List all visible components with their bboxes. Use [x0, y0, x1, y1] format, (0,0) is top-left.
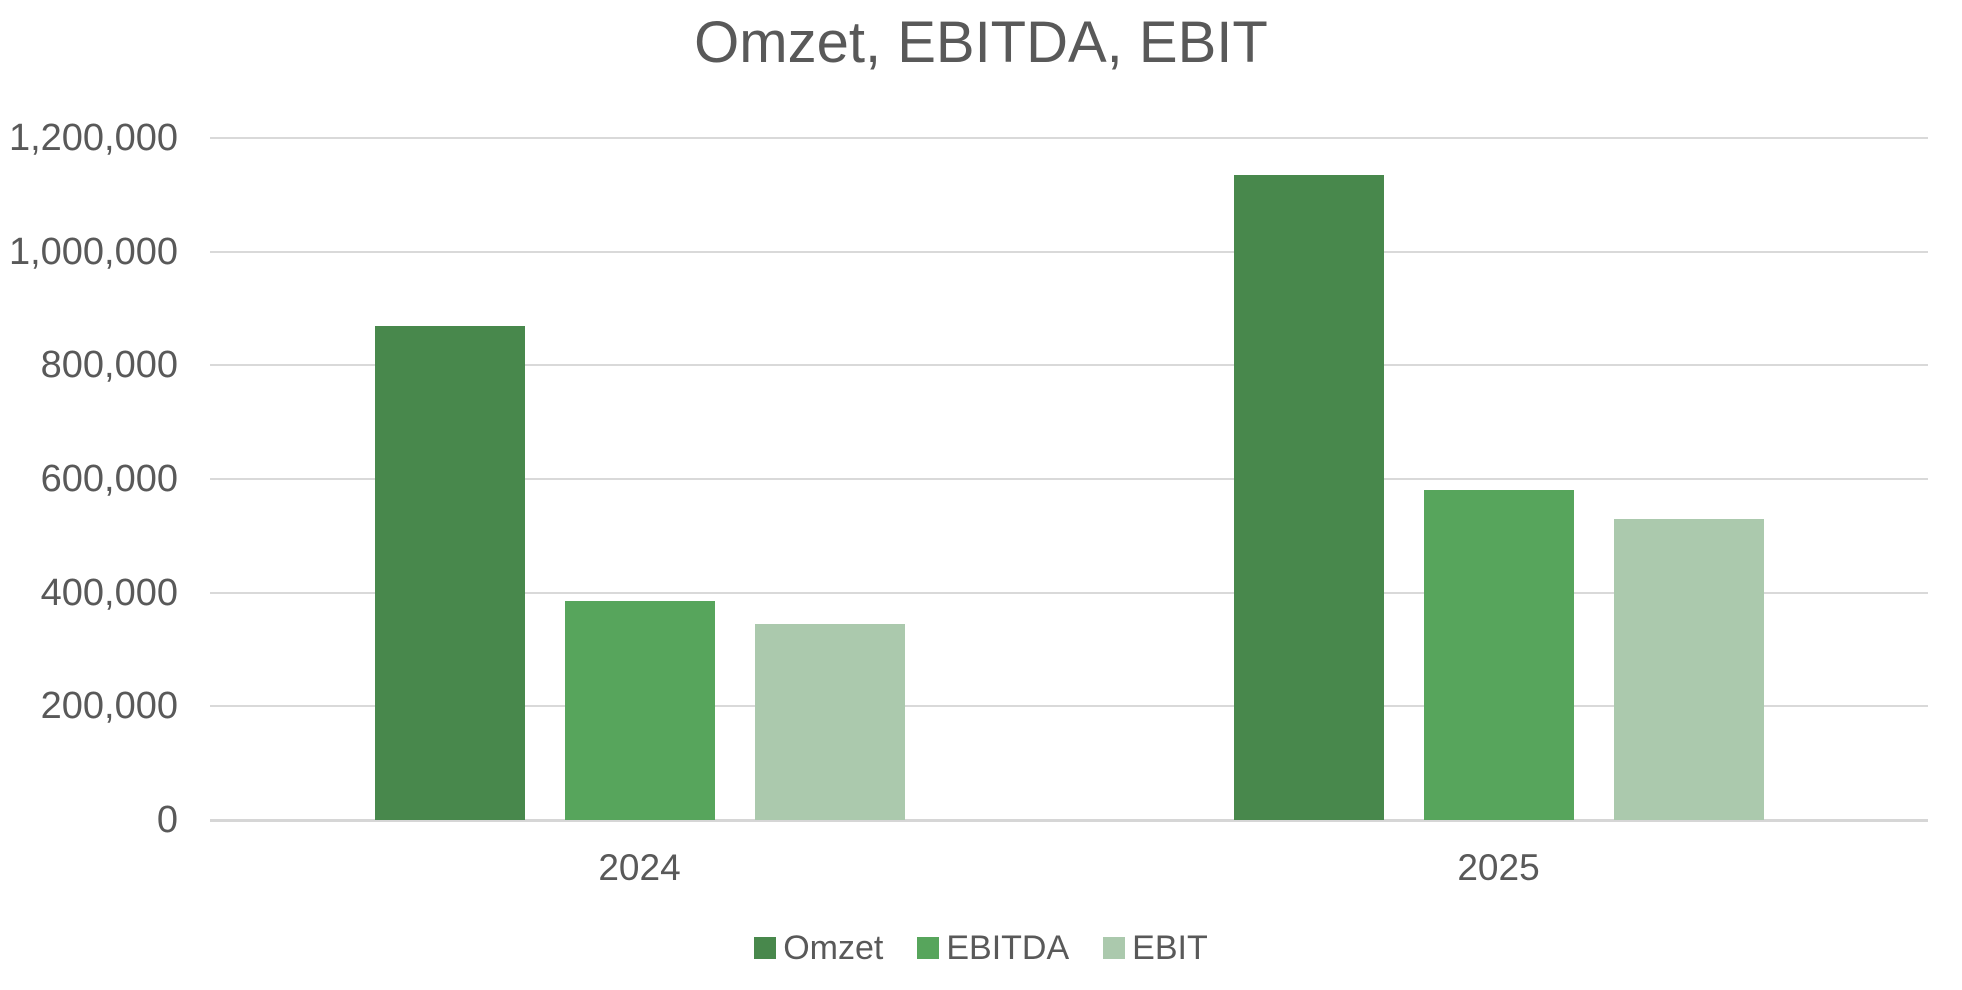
x-axis-line	[210, 819, 1928, 822]
legend: Omzet EBITDA EBIT	[0, 926, 1962, 970]
bar-ebitda-2024	[564, 601, 715, 820]
gridline	[210, 478, 1928, 480]
y-tick-label: 1,200,000	[8, 117, 178, 159]
y-tick-label: 400,000	[40, 572, 178, 614]
legend-label-ebit: EBIT	[1132, 929, 1208, 967]
bar-ebit-2025	[1613, 518, 1764, 820]
y-axis-labels: 0 200,000 400,000 600,000 800,000 1,000,000 1,…	[0, 117, 178, 841]
x-axis-labels: 2024 2025	[210, 846, 1928, 894]
gridline	[210, 137, 1928, 139]
x-tick-label-2024: 2024	[598, 847, 681, 888]
chart-title: Omzet, EBITDA, EBIT	[694, 10, 1268, 75]
plot-area	[210, 137, 1928, 822]
legend-swatch-omzet	[754, 937, 777, 959]
x-tick-label-2025: 2025	[1457, 847, 1540, 888]
gridline	[210, 705, 1928, 707]
y-tick-label: 600,000	[40, 458, 178, 500]
y-tick-label: 800,000	[40, 344, 178, 386]
gridline	[210, 364, 1928, 366]
bar-omzet-2025	[1233, 174, 1384, 820]
legend-label-ebitda: EBITDA	[946, 929, 1070, 967]
y-tick-label: 200,000	[40, 685, 178, 727]
legend-item-ebit: EBIT	[1103, 928, 1208, 968]
gridline	[210, 592, 1928, 594]
bar-omzet-2024	[374, 325, 525, 820]
gridline	[210, 251, 1928, 253]
bar-ebit-2024	[754, 623, 905, 820]
legend-swatch-ebit	[1103, 937, 1126, 959]
y-tick-label: 0	[156, 799, 178, 841]
y-tick-label: 1,000,000	[8, 231, 178, 273]
legend-item-omzet: Omzet	[754, 928, 883, 968]
legend-label-omzet: Omzet	[783, 929, 884, 967]
bar-ebitda-2025	[1423, 490, 1574, 820]
legend-item-ebitda: EBITDA	[917, 928, 1069, 968]
legend-swatch-ebitda	[917, 937, 940, 959]
